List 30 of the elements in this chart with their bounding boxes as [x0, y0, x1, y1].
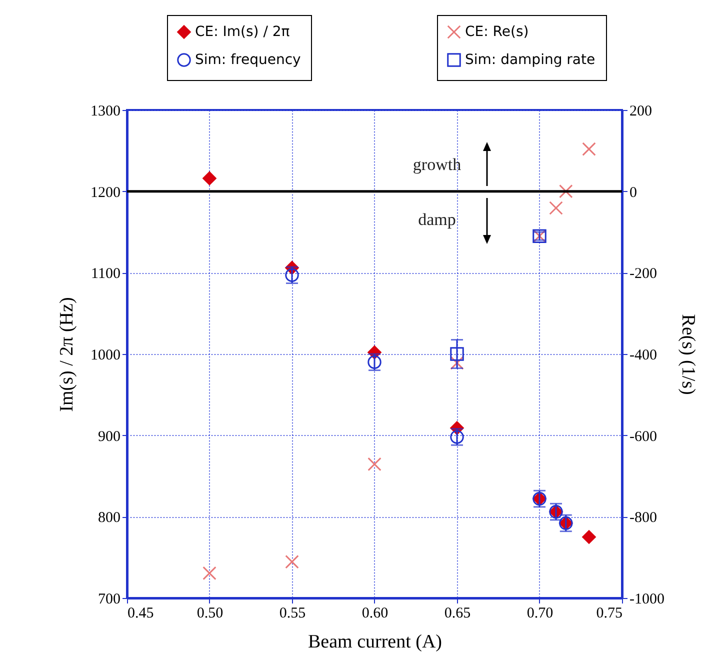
y-tick-label: 1200 — [90, 184, 120, 201]
y2-tick-label: -200 — [630, 266, 657, 282]
y2-tick-label: -800 — [630, 510, 657, 526]
y-tick-label: 700 — [98, 592, 120, 608]
y-tick-label: 900 — [98, 428, 120, 445]
legend-label: CE: Re(s) — [465, 24, 529, 40]
y-tick-label: 1300 — [90, 104, 120, 120]
y-tick-label: 1000 — [90, 348, 120, 364]
y2-tick-label: 0 — [630, 184, 637, 201]
y2-axis-title: Re(s) (1/s) — [677, 314, 698, 395]
x-tick-label: 0.70 — [526, 606, 554, 622]
annotation: damp — [418, 210, 456, 229]
y-tick-label: 800 — [98, 510, 120, 526]
annotation: growth — [412, 155, 462, 174]
legend-label: Sim: damping rate — [465, 52, 596, 68]
legend-label: CE: Im(s) / 2π — [195, 24, 290, 40]
x-tick-label: 0.65 — [444, 606, 471, 622]
y2-tick-label: 200 — [630, 104, 652, 120]
y2-tick-label: -1000 — [630, 592, 664, 608]
y2-tick-label: -600 — [630, 428, 657, 445]
x-tick-label: 0.55 — [279, 606, 306, 622]
x-tick-label: 0.45 — [128, 606, 154, 622]
x-tick-label: 0.50 — [196, 606, 224, 622]
x-axis-title: Beam current (A) — [308, 632, 442, 652]
x-tick-label: 0.75 — [596, 606, 622, 622]
legend-label: Sim: frequency — [195, 52, 301, 68]
y2-tick-label: -400 — [630, 348, 657, 364]
x-tick-label: 0.60 — [362, 606, 388, 622]
y-tick-label: 1100 — [91, 266, 120, 282]
y-axis-title: Im(s) / 2π (Hz) — [56, 297, 78, 412]
